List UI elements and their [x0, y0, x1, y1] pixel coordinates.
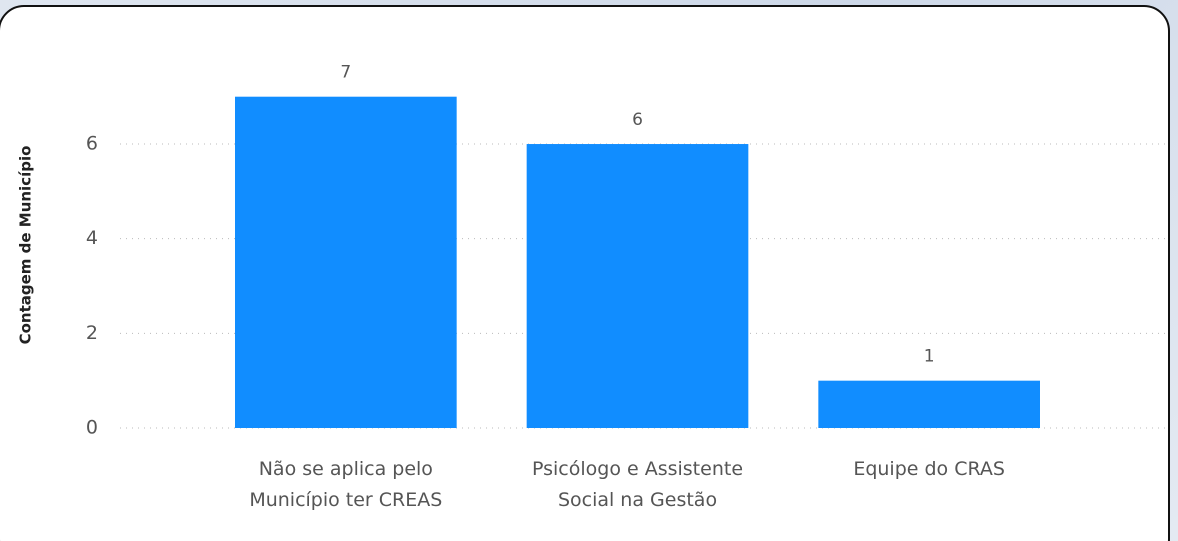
y-tick-label: 2	[86, 322, 98, 344]
value-label: 6	[632, 110, 643, 130]
x-tick-label: Equipe do CRAS	[853, 458, 1005, 480]
y-tick-label: 0	[86, 417, 98, 439]
value-label: 1	[924, 347, 935, 367]
bar	[235, 96, 457, 428]
y-axis-title: Contagem de Município	[17, 146, 35, 345]
bar	[526, 144, 749, 428]
y-tick-label: 6	[86, 133, 98, 155]
value-label: 7	[340, 63, 351, 83]
bar	[818, 380, 1040, 428]
x-tick-label: Psicólogo e Assistente Social na Gestão	[531, 458, 744, 511]
x-tick-label: Não se aplica pelo Município ter CREAS	[249, 458, 443, 511]
y-tick-label: 4	[86, 227, 98, 249]
